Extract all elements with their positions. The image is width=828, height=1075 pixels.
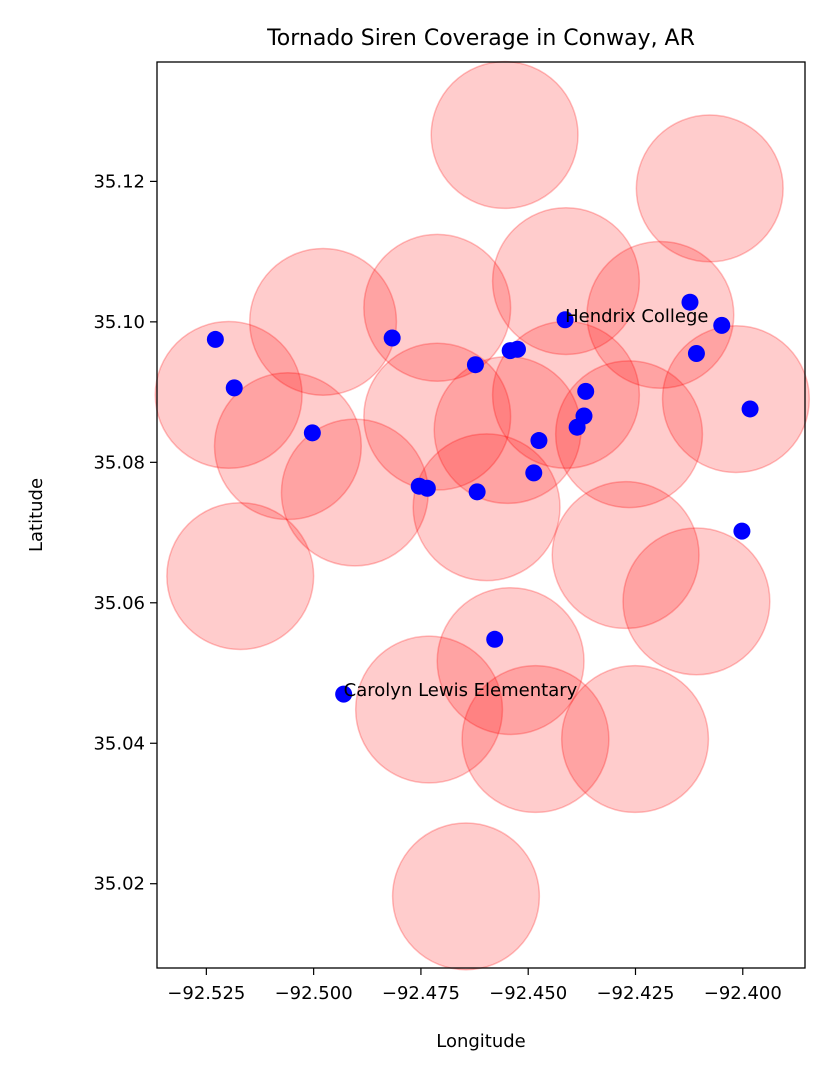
coverage-circle-16 xyxy=(551,480,700,630)
chart-title: Tornado Siren Coverage in Conway, AR xyxy=(266,26,695,51)
coverage-circle-17 xyxy=(166,501,315,651)
siren-points-layer xyxy=(167,62,783,970)
y-axis-label: Latitude xyxy=(26,478,47,552)
coverage-overlay-18 xyxy=(623,528,770,675)
siren-point-18 xyxy=(681,293,699,311)
siren-point-8 xyxy=(468,483,486,501)
y-tick-label-3: 35.06 xyxy=(93,593,145,614)
coverage-circle-12 xyxy=(554,360,704,509)
siren-point-16 xyxy=(575,407,593,425)
x-axis-label: Longitude xyxy=(436,1031,526,1052)
siren-point-10 xyxy=(508,340,526,358)
y-tick-label-6: 35.12 xyxy=(93,171,145,192)
siren-point-2 xyxy=(225,379,243,397)
siren-point-22 xyxy=(733,522,751,540)
coverage-overlay-17 xyxy=(167,503,314,650)
annotation-2: Carolyn Lewis Elementary xyxy=(344,680,578,701)
x-tick-label-6: −92.400 xyxy=(704,983,782,1004)
siren-point-21 xyxy=(741,400,759,418)
siren-point-14 xyxy=(556,311,574,329)
coverage-overlay-2 xyxy=(636,115,783,262)
coverage-circle-8 xyxy=(661,324,811,474)
x-tick-label-1: −92.525 xyxy=(167,983,245,1004)
coverage-circle-3 xyxy=(491,206,641,356)
siren-point-13 xyxy=(530,432,548,450)
coverage-circle-9 xyxy=(363,342,512,491)
coverage-circle-18 xyxy=(622,527,771,676)
coverage-circle-6 xyxy=(363,233,512,382)
x-tick-label-5: −92.425 xyxy=(596,983,674,1004)
y-tick-label-1: 35.02 xyxy=(93,874,145,895)
annotation-1: Hendrix College xyxy=(565,306,708,327)
coverage-circle-21 xyxy=(461,664,610,814)
siren-point-3 xyxy=(303,424,321,442)
siren-point-6 xyxy=(418,479,436,497)
plot-frame xyxy=(156,61,806,969)
coverage-overlay-22 xyxy=(562,666,709,813)
y-tick-label-4: 35.08 xyxy=(93,452,145,473)
x-tick-label-3: −92.475 xyxy=(382,983,460,1004)
x-axis-ticks: −92.525 −92.500 −92.475 −92.450 −92.425 −92.4… xyxy=(167,968,782,1004)
coverage-circle-20 xyxy=(354,635,504,784)
coverage-circle-5 xyxy=(248,247,398,396)
siren-point-4 xyxy=(383,329,401,347)
coverage-overlay-23 xyxy=(393,823,540,970)
siren-point-1 xyxy=(206,330,224,348)
siren-point-11 xyxy=(486,630,504,648)
siren-point-17 xyxy=(577,382,595,400)
y-axis-ticks: 35.02 35.04 35.06 35.08 35.10 35.12 xyxy=(93,171,157,895)
siren-point-23 xyxy=(335,685,353,703)
coverage-circle-13 xyxy=(213,372,363,521)
coverage-circle-2 xyxy=(635,114,784,263)
coverage-circle-23 xyxy=(391,822,541,971)
coverage-overlay-15 xyxy=(413,434,560,581)
coverage-circle-15 xyxy=(412,433,561,582)
y-tick-label-5: 35.10 xyxy=(93,312,145,333)
coverage-areas-layer xyxy=(154,60,811,971)
annotations-layer: Hendrix College Carolyn Lewis Elementary xyxy=(344,306,709,701)
coverage-circle-7 xyxy=(154,320,303,470)
x-tick-label-2: −92.500 xyxy=(275,983,353,1004)
siren-point-20 xyxy=(713,316,731,334)
coverage-circle-19 xyxy=(436,586,585,736)
coverage-circle-22 xyxy=(560,664,710,814)
x-tick-label-4: −92.450 xyxy=(489,983,567,1004)
siren-point-12 xyxy=(525,464,543,482)
siren-point-19 xyxy=(687,344,705,362)
y-tick-label-2: 35.04 xyxy=(93,733,145,754)
siren-point-7 xyxy=(466,356,484,374)
coverage-overlay-1 xyxy=(431,62,578,209)
